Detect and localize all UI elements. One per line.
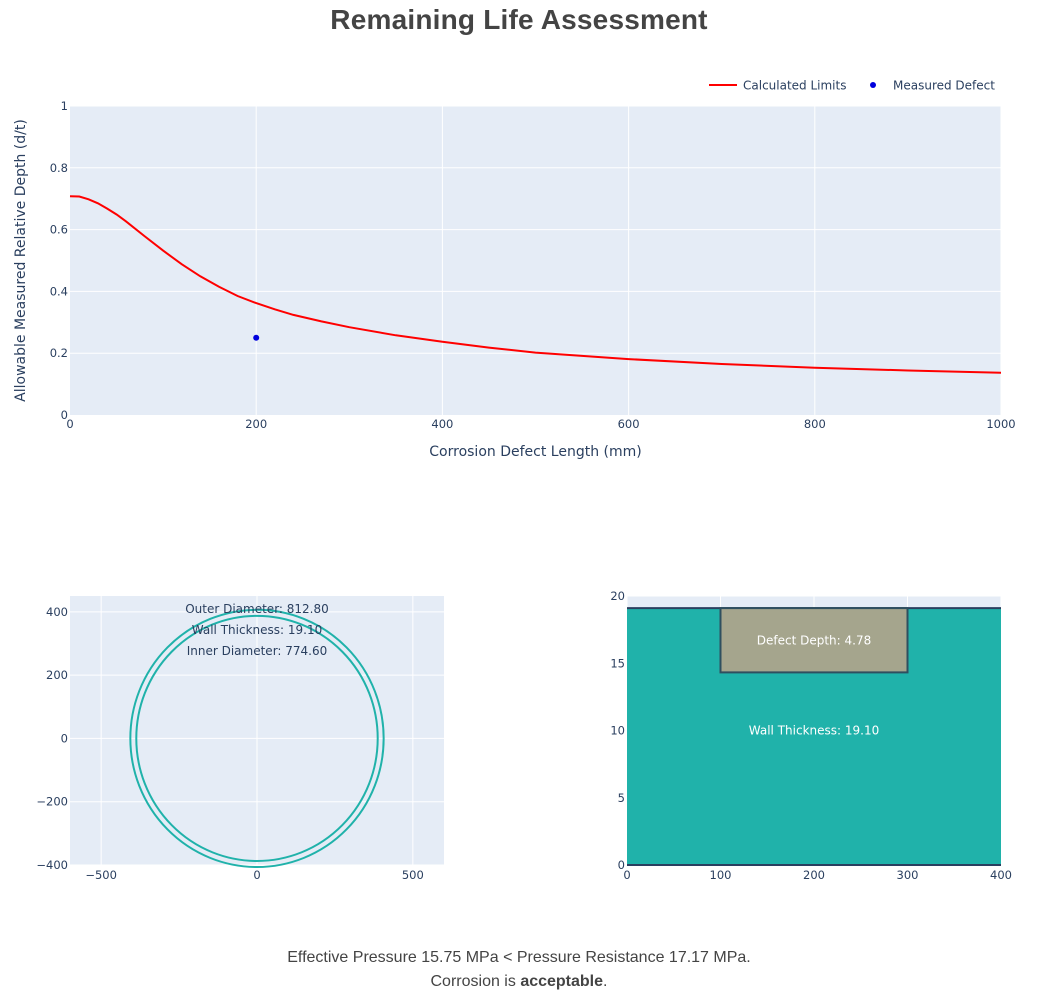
y-tick-label: 0.8 [50, 161, 68, 175]
acceptability-prefix: Corrosion is [430, 973, 521, 990]
legend-calculated-limits-label: Calculated Limits [743, 79, 846, 93]
relative-depth-chart[interactable]: 0 200 400 600 800 1000 0 0.2 0.4 0.6 0.8 1 Corrosion… [0, 0, 1038, 470]
plot-area [70, 106, 1001, 415]
x-tick-label: 600 [618, 417, 640, 431]
legend-measured-defect-swatch [870, 82, 876, 88]
y-tick-label: 0 [61, 731, 68, 745]
y-tick-label: 0.6 [50, 223, 68, 237]
y-tick-label: 15 [610, 656, 625, 670]
x-tick-label: 1000 [986, 417, 1015, 431]
x-tick-label: 0 [66, 417, 73, 431]
y-tick-label: 0 [618, 858, 625, 872]
x-tick-label: 300 [897, 868, 919, 882]
x-tick-label: 400 [990, 868, 1012, 882]
inner-diameter-annotation: Inner Diameter: 774.60 [187, 644, 328, 658]
x-tick-label: 800 [804, 417, 826, 431]
inner-wall-circle [135, 614, 379, 862]
x-tick-label: −500 [85, 868, 117, 882]
x-axis-label: Corrosion Defect Length (mm) [429, 444, 641, 460]
defect-depth-label: Defect Depth: 4.78 [757, 633, 871, 647]
y-tick-label: 0 [61, 408, 68, 422]
pressure-comparison-text: Effective Pressure 15.75 MPa < Pressure … [287, 949, 751, 966]
y-tick-label: 5 [618, 791, 625, 805]
y-tick-label: 0.2 [50, 346, 68, 360]
defect-rect [719, 607, 909, 674]
y-tick-label: 10 [610, 724, 625, 738]
outer-diameter-annotation: Outer Diameter: 812.80 [185, 602, 329, 616]
x-tick-label: 0 [623, 868, 630, 882]
y-axis-label: Allowable Measured Relative Depth (d/t) [13, 119, 29, 402]
acceptability-suffix: . [603, 973, 608, 990]
legend-measured-defect-label: Measured Defect [893, 79, 995, 93]
x-tick-label: 200 [803, 868, 825, 882]
x-tick-label: 0 [253, 868, 260, 882]
pipe-cross-section-chart[interactable]: −500 0 500 −400 −200 0 200 400 Outer Diameter: 8… [0, 0, 520, 900]
y-tick-label: 200 [46, 668, 68, 682]
assessment-summary: Effective Pressure 15.75 MPa < Pressure … [0, 946, 1038, 994]
y-tick-label: 1 [61, 99, 68, 113]
measured-defect-point [253, 334, 260, 341]
x-tick-label: 100 [710, 868, 732, 882]
y-tick-label: −200 [36, 795, 68, 809]
page-title: Remaining Life Assessment [330, 4, 708, 35]
y-tick-label: 20 [610, 589, 625, 603]
y-tick-label: −400 [36, 858, 68, 872]
calculated-limits-line [69, 195, 1002, 374]
y-tick-label: 0.4 [50, 284, 68, 298]
x-tick-label: 500 [402, 868, 424, 882]
wall-thickness-annotation: Wall Thickness: 19.10 [192, 623, 322, 637]
x-tick-label: 200 [245, 417, 267, 431]
x-tick-label: 400 [431, 417, 453, 431]
outer-wall-circle [129, 608, 385, 869]
acceptability-verdict: acceptable [520, 973, 604, 990]
wall-thickness-label: Wall Thickness: 19.10 [749, 724, 879, 738]
acceptability-line: Corrosion is acceptable. [0, 970, 1038, 994]
y-tick-label: 400 [46, 605, 68, 619]
